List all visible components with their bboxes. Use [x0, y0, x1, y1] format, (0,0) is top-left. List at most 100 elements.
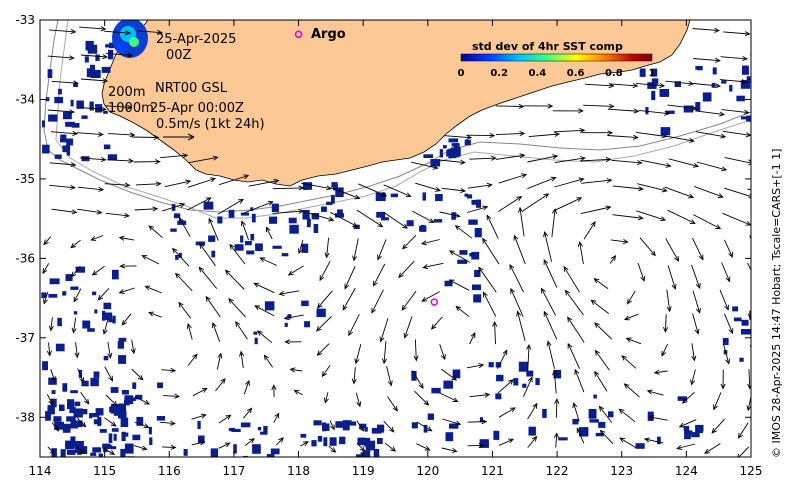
- current-vector-head: [774, 134, 779, 138]
- sst-anomaly-patch: [456, 149, 460, 158]
- current-vector: [719, 79, 747, 83]
- sst-anomaly-patch: [66, 416, 76, 422]
- current-vector: [692, 83, 721, 87]
- current-vector: [750, 289, 751, 291]
- current-vector-head: [451, 375, 458, 381]
- current-vector: [498, 407, 516, 418]
- current-vector: [131, 339, 135, 354]
- current-vector: [439, 159, 465, 164]
- current-vector-head: [554, 131, 561, 137]
- depth-1000-label: 1000m: [108, 101, 154, 116]
- current-vector-head: [143, 423, 150, 429]
- current-vector: [421, 239, 440, 245]
- current-vector: [402, 234, 417, 250]
- sst-anomaly-patch: [495, 393, 502, 400]
- current-vector-head: [720, 383, 726, 390]
- sst-anomaly-patch: [42, 361, 48, 371]
- current-vector-head: [543, 259, 549, 266]
- sst-anomaly-patch: [107, 154, 118, 161]
- current-vector-head: [73, 296, 79, 303]
- current-vector: [107, 159, 134, 162]
- current-vector: [599, 406, 613, 423]
- sst-anomaly-patch: [733, 317, 742, 322]
- sst-anomaly-patch: [203, 201, 214, 210]
- current-vector: [329, 420, 335, 430]
- sst-anomaly-patch: [443, 145, 447, 149]
- sst-anomaly-patch: [103, 144, 111, 150]
- current-vector-head: [552, 154, 559, 160]
- current-vector: [205, 296, 221, 318]
- current-vector: [188, 156, 218, 164]
- contour-200m: [43, 20, 751, 213]
- current-vector-head: [390, 446, 397, 452]
- sst-anomaly-patch: [333, 183, 338, 191]
- current-vector-head: [50, 376, 56, 383]
- sst-anomaly-patch: [103, 302, 112, 310]
- colorbar-tick-label: 0: [458, 68, 465, 79]
- current-vector: [720, 56, 748, 60]
- current-vector: [356, 209, 383, 227]
- current-vector-head: [418, 383, 424, 390]
- current-vector: [594, 371, 608, 392]
- current-vector-head: [199, 440, 206, 446]
- current-vector: [663, 135, 694, 142]
- current-vector: [414, 390, 429, 406]
- current-vector-head: [482, 205, 489, 211]
- current-vector-head: [688, 193, 695, 199]
- colorbar-ticks: 0 0.2 0.4 0.6 0.8 1: [458, 68, 656, 79]
- current-vector-head: [186, 322, 192, 329]
- sst-anomaly-patch: [364, 427, 368, 432]
- x-tick-label: 119: [352, 464, 375, 478]
- current-vector: [212, 322, 221, 342]
- sst-anomaly-patch: [657, 436, 661, 445]
- sst-anomaly-patch: [62, 291, 66, 296]
- current-vector-head: [271, 384, 277, 391]
- sst-anomaly-patch: [323, 437, 328, 447]
- sst-anomaly-patch: [445, 432, 454, 442]
- current-vector-head: [319, 275, 325, 282]
- current-vector: [682, 391, 695, 404]
- sst-anomaly-patch: [741, 116, 749, 120]
- current-vector: [679, 419, 697, 428]
- current-vector-head: [486, 182, 493, 188]
- current-vector-head: [606, 178, 613, 184]
- current-vector: [595, 350, 610, 371]
- current-vector-head: [70, 29, 77, 35]
- current-vector-head: [129, 132, 136, 138]
- current-vector: [273, 413, 280, 423]
- sst-anomaly-patch: [423, 424, 428, 433]
- current-vector: [108, 133, 135, 136]
- current-vector: [192, 388, 208, 397]
- current-vector: [594, 278, 609, 289]
- current-vector: [551, 209, 556, 238]
- current-vector-head: [508, 438, 515, 444]
- current-vector: [77, 368, 84, 383]
- current-vector: [243, 408, 252, 419]
- sst-anomaly-patch: [156, 416, 166, 421]
- sst-anomaly-patch: [89, 64, 95, 74]
- current-vector: [134, 421, 149, 428]
- sst-anomaly-patch: [65, 440, 75, 450]
- current-vector-head: [98, 186, 105, 192]
- sst-anomaly-patch: [449, 423, 459, 429]
- current-vector-head: [572, 402, 578, 409]
- current-vector: [528, 133, 560, 138]
- sst-anomaly-patch: [311, 213, 320, 220]
- current-vector: [187, 323, 193, 340]
- current-vector-head: [354, 358, 360, 365]
- current-vector: [328, 445, 336, 453]
- sst-anomaly-patch: [479, 417, 483, 423]
- current-vector: [317, 290, 333, 309]
- sst-anomaly-patch: [696, 65, 703, 71]
- current-vector-head: [46, 350, 52, 357]
- current-vector-head: [91, 270, 98, 276]
- sst-anomaly-patch: [444, 280, 453, 287]
- x-tick-label: 120: [416, 464, 439, 478]
- sst-anomaly-patch: [381, 217, 389, 221]
- current-vector: [131, 368, 144, 381]
- sst-anomaly-patch: [108, 49, 114, 60]
- current-vector-head: [43, 298, 48, 305]
- current-vector: [416, 421, 432, 432]
- sst-anomaly-patch: [250, 233, 255, 241]
- sst-anomaly-patch: [639, 68, 646, 77]
